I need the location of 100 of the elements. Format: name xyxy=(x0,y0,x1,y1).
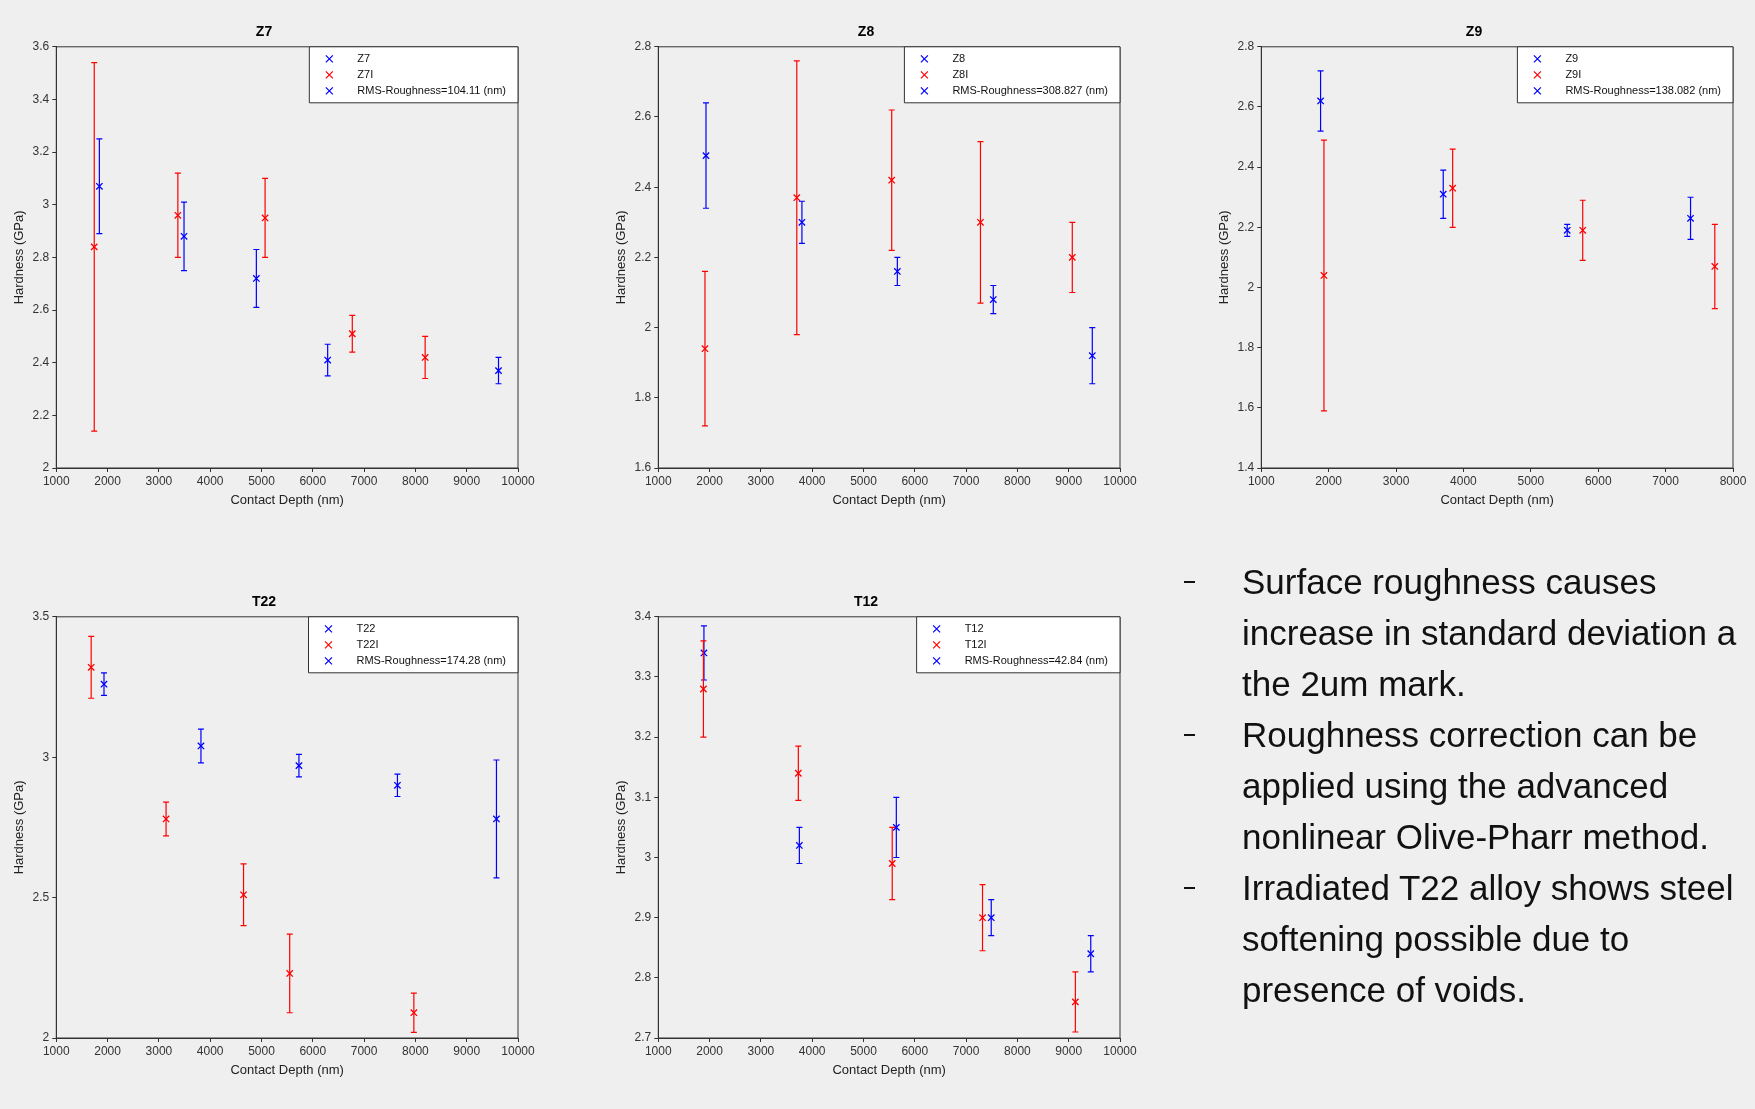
legend-label: Z8 xyxy=(952,51,966,64)
point xyxy=(100,680,108,689)
x-tick-label: 7000 xyxy=(952,473,980,488)
x-tick-label: 4000 xyxy=(196,473,224,488)
x-tick-label: 7000 xyxy=(1652,473,1680,488)
point xyxy=(699,685,708,693)
y-tick-label: 3 xyxy=(42,749,50,764)
x-tick-label: 10000 xyxy=(501,473,536,488)
y-tick-label: 2.4 xyxy=(634,179,652,194)
point xyxy=(1088,351,1097,360)
point xyxy=(323,356,332,364)
text: Surface roughness causes increase in standard deviation a the 2um mark. xyxy=(1241,561,1738,705)
point xyxy=(1710,262,1719,271)
x-tick-label: 7000 xyxy=(350,1043,378,1058)
legend-label: RMS-Roughness=42.84 (nm) xyxy=(964,653,1108,666)
point xyxy=(252,274,261,283)
y-tick-label: 2.4 xyxy=(1237,159,1255,174)
x-tick-label: 4000 xyxy=(1450,473,1478,488)
chart-title: Z9 xyxy=(1465,23,1483,40)
y-tick-label: 2 xyxy=(42,1030,50,1045)
legend-label: Z8I xyxy=(952,67,969,80)
y-tick-label: 2.2 xyxy=(32,407,50,422)
x-tick-label: 1000 xyxy=(42,473,70,488)
x-tick-label: 6000 xyxy=(901,1043,929,1058)
chart-title: Z8 xyxy=(857,23,875,40)
point xyxy=(987,913,996,922)
x-tick-label: 5000 xyxy=(248,473,276,488)
x-axis-title: Contact Depth (nm) xyxy=(230,1061,344,1077)
x-tick-label: 3000 xyxy=(747,1043,775,1058)
x-tick-label: 9000 xyxy=(1055,1043,1083,1058)
y-tick-label: 2.7 xyxy=(634,1030,652,1045)
legend-label: RMS-Roughness=138.082 (nm) xyxy=(1565,83,1721,96)
y-axis-title: Hardness (GPa) xyxy=(11,780,27,875)
x-tick-label: 2000 xyxy=(696,1043,724,1058)
x-tick-label: 9000 xyxy=(453,473,481,488)
y-tick-label: 3.2 xyxy=(634,729,652,744)
x-tick-label: 7000 xyxy=(350,473,378,488)
chart-title: T22 xyxy=(251,593,277,610)
x-tick-label: 3000 xyxy=(145,1043,173,1058)
x-tick-label: 10000 xyxy=(501,1043,536,1058)
point xyxy=(1439,190,1448,199)
x-tick-label: 3000 xyxy=(1382,473,1410,488)
point xyxy=(893,267,902,276)
x-tick-label: 10000 xyxy=(1103,1043,1138,1058)
x-tick-label: 8000 xyxy=(1719,473,1747,488)
x-tick-label: 5000 xyxy=(1517,473,1545,488)
point xyxy=(795,841,804,850)
legend-label: RMS-Roughness=308.827 (nm) xyxy=(952,83,1108,96)
point xyxy=(421,353,429,362)
y-tick-label: 1.6 xyxy=(1237,400,1255,415)
text: Roughness correction can be applied using the advanced nonlinear Olive-Pharr method. xyxy=(1241,714,1710,858)
x-axis-title: Contact Depth (nm) xyxy=(1440,491,1554,507)
x-tick-label: 10000 xyxy=(1103,473,1138,488)
point xyxy=(174,211,182,220)
x-tick-label: 9000 xyxy=(1055,473,1083,488)
y-axis-title: Hardness (GPa) xyxy=(613,780,629,875)
chart-title: Z7 xyxy=(255,23,273,40)
y-tick-label: 3.4 xyxy=(634,609,652,624)
point xyxy=(1316,97,1325,105)
point xyxy=(180,232,188,241)
y-tick-label: 2.2 xyxy=(1237,219,1255,234)
point xyxy=(494,366,503,375)
point xyxy=(700,649,708,657)
y-tick-label: 2.6 xyxy=(32,302,50,317)
y-tick-label: 3.5 xyxy=(32,609,50,624)
point xyxy=(1448,184,1457,193)
point xyxy=(1071,998,1080,1006)
x-tick-label: 5000 xyxy=(850,473,878,488)
x-tick-label: 6000 xyxy=(1584,473,1612,488)
x-tick-label: 5000 xyxy=(850,1043,878,1058)
point xyxy=(1086,949,1095,958)
point xyxy=(410,1008,418,1017)
legend-label: T12 xyxy=(964,621,984,634)
x-tick-label: 9000 xyxy=(453,1043,481,1058)
y-axis-title: Hardness (GPa) xyxy=(613,210,629,305)
point xyxy=(798,218,806,227)
legend-label: T22 xyxy=(356,621,376,634)
y-axis-title: Hardness (GPa) xyxy=(11,210,27,305)
y-tick-label: 2 xyxy=(644,319,652,334)
x-tick-label: 8000 xyxy=(402,1043,430,1058)
point xyxy=(197,742,205,750)
point xyxy=(393,781,402,790)
x-tick-label: 1000 xyxy=(42,1043,70,1058)
x-axis-title: Contact Depth (nm) xyxy=(230,491,344,507)
legend-label: T22I xyxy=(356,637,379,650)
point xyxy=(1320,271,1328,280)
x-tick-label: 1000 xyxy=(644,473,672,488)
legend-label: RMS-Roughness=104.11 (nm) xyxy=(357,83,506,96)
y-tick-label: 2.9 xyxy=(634,909,652,924)
point xyxy=(239,890,248,899)
y-tick-label: 3.2 xyxy=(32,144,50,159)
legend-label: T12I xyxy=(964,637,987,650)
point xyxy=(162,815,170,823)
x-tick-label: 6000 xyxy=(299,1043,327,1058)
chart-title: T12 xyxy=(853,593,879,610)
y-tick-label: 2.6 xyxy=(634,109,652,124)
point xyxy=(888,859,897,868)
x-tick-label: 2000 xyxy=(1315,473,1343,488)
x-tick-label: 1000 xyxy=(1247,473,1275,488)
y-tick-label: 1.4 xyxy=(1237,460,1255,475)
